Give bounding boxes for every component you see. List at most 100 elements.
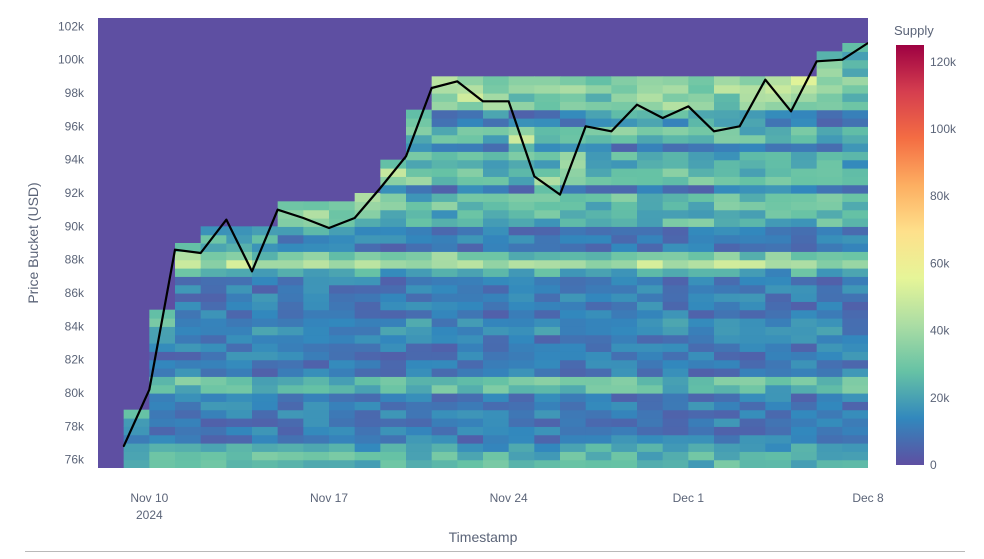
heatmap-cell <box>175 384 202 394</box>
heatmap-cell <box>175 259 202 269</box>
y-tick-label: 86k <box>65 286 85 300</box>
heatmap-cell <box>277 393 304 402</box>
heatmap-cell <box>739 243 766 252</box>
heatmap-cell <box>277 459 304 468</box>
heatmap-cell <box>714 284 741 294</box>
heatmap-cell <box>739 393 766 402</box>
heatmap-cell <box>380 226 407 236</box>
heatmap-cell <box>714 93 741 102</box>
heatmap-cell <box>688 359 715 369</box>
heatmap-cell <box>457 193 484 202</box>
heatmap-cell <box>380 318 407 327</box>
heatmap-cell <box>534 143 561 152</box>
heatmap-cell <box>816 51 843 61</box>
y-axis-ticks: 76k 78k 80k 82k 84k 86k 88k 90k 92k 94k 96k 98k 100k… <box>58 19 85 466</box>
heatmap-cell <box>739 334 766 344</box>
price-point <box>482 100 484 103</box>
colorbar-title: Supply <box>894 23 934 38</box>
heatmap-cell <box>842 318 868 327</box>
heatmap-cell <box>688 451 715 461</box>
heatmap-cell <box>457 451 484 461</box>
heatmap-cell <box>611 184 638 194</box>
heatmap-cell <box>611 76 638 86</box>
heatmap-cell <box>406 293 433 302</box>
heatmap-cell <box>226 293 253 302</box>
heatmap-cell <box>354 351 381 361</box>
heatmap-cell <box>329 326 356 336</box>
heatmap-cell <box>662 143 689 152</box>
heatmap-cell <box>149 459 176 468</box>
heatmap-cell <box>508 426 535 436</box>
heatmap-cell <box>585 443 612 452</box>
heatmap-cell <box>431 184 458 194</box>
heatmap-cell <box>688 334 715 344</box>
heatmap-cell <box>226 384 253 394</box>
price-point <box>225 218 228 221</box>
heatmap-cell <box>277 443 304 452</box>
heatmap-cell <box>560 168 587 177</box>
heatmap-cell <box>200 318 227 327</box>
heatmap-cell <box>457 293 484 302</box>
heatmap-cell <box>816 384 843 394</box>
heatmap-cell <box>380 301 407 311</box>
heatmap-cell <box>560 401 587 411</box>
heatmap-cell <box>483 84 510 94</box>
heatmap-cell <box>560 151 587 161</box>
heatmap-cell <box>483 226 510 236</box>
heatmap-cell <box>457 251 484 261</box>
heatmap-cell <box>534 409 561 419</box>
heatmap-cell <box>765 193 792 202</box>
heatmap-cell <box>329 268 356 277</box>
heatmap-cell <box>252 376 279 386</box>
heatmap-cell <box>175 334 202 344</box>
heatmap-cell <box>277 218 304 227</box>
price-point <box>559 193 561 196</box>
heatmap-cell <box>560 84 587 94</box>
heatmap-cell <box>560 293 587 302</box>
heatmap-cell <box>662 176 689 186</box>
heatmap-cell <box>637 243 664 252</box>
heatmap-cell <box>534 376 561 386</box>
heatmap-cell <box>842 401 868 411</box>
colorbar: Supply 0 20k 40k 60k 80k 100k 120k <box>894 23 957 472</box>
heatmap-cell <box>380 368 407 377</box>
heatmap-cell <box>200 309 227 319</box>
heatmap-cell <box>457 443 484 452</box>
heatmap-cell <box>406 259 433 269</box>
heatmap-cell <box>611 259 638 269</box>
heatmap-cell <box>739 434 766 444</box>
heatmap-cell <box>277 226 304 236</box>
heatmap-cell <box>508 159 535 169</box>
heatmap-cell <box>534 326 561 336</box>
heatmap-cell <box>637 343 664 352</box>
heatmap-cell <box>765 368 792 377</box>
heatmap-cell <box>508 84 535 94</box>
heatmap-cell <box>662 101 689 111</box>
price-point <box>302 217 305 219</box>
heatmap-cell <box>354 376 381 386</box>
colorbar-tick-label: 120k <box>930 55 957 69</box>
heatmap-cell <box>303 293 330 302</box>
heatmap-cell <box>739 184 766 194</box>
heatmap-cell <box>739 251 766 261</box>
heatmap-cell <box>611 234 638 244</box>
heatmap-cell <box>534 393 561 402</box>
heatmap-cell <box>765 76 792 86</box>
heatmap-cell <box>662 359 689 369</box>
heatmap-cell <box>252 276 279 286</box>
heatmap-cell <box>431 268 458 277</box>
heatmap-cell <box>662 426 689 436</box>
heatmap-cell <box>175 243 202 252</box>
heatmap-cell <box>560 193 587 202</box>
heatmap-cell <box>611 143 638 152</box>
heatmap-cell <box>739 451 766 461</box>
heatmap-cell <box>431 93 458 102</box>
x-tick-label: Dec 1 <box>673 491 705 505</box>
heatmap-cell <box>611 434 638 444</box>
heatmap-cell <box>431 234 458 244</box>
heatmap-cell <box>354 218 381 227</box>
heatmap-cell <box>560 359 587 369</box>
heatmap-cell <box>714 251 741 261</box>
heatmap-cell <box>226 376 253 386</box>
heatmap-cell <box>277 259 304 269</box>
